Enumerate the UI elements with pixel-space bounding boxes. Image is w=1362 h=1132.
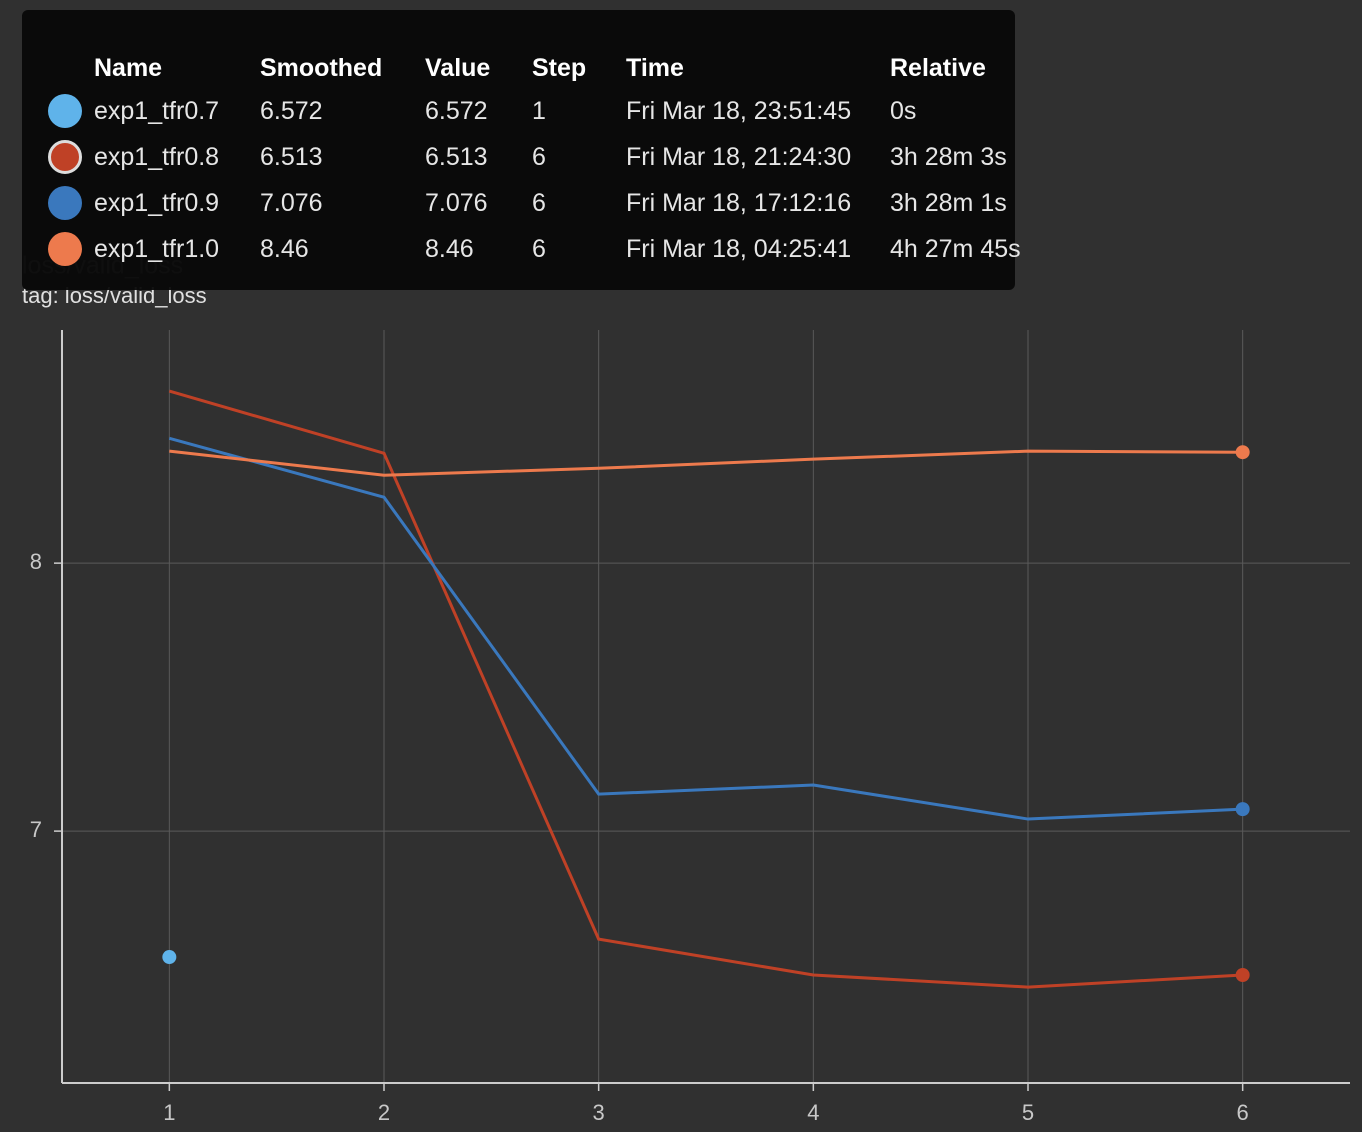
cell: exp1_tfr0.9 <box>94 188 220 217</box>
cell: 3h 28m 3s <box>890 142 1007 171</box>
tooltip: Name Smoothed Value Step Time Relative exp1_tf… <box>22 10 1021 290</box>
column-header: Relative <box>890 53 986 82</box>
cell: Fri Mar 18, 23:51:45 <box>626 96 852 125</box>
x-tick-label: 3 <box>593 1100 605 1125</box>
cell: 3h 28m 1s <box>890 188 1007 217</box>
x-tick-label: 4 <box>807 1100 819 1125</box>
last-point <box>1235 445 1250 460</box>
series-swatch <box>48 186 82 220</box>
last-point <box>162 950 177 965</box>
last-point <box>1235 968 1250 983</box>
series-line <box>168 389 1243 989</box>
color-cell <box>48 180 94 226</box>
x-tick-label: 5 <box>1022 1100 1034 1125</box>
y-tick-label: 7 <box>30 817 42 842</box>
color-cell <box>48 88 94 134</box>
cell: 6 <box>532 188 546 217</box>
header-row: Name Smoothed Value Step Time Relative <box>48 48 1042 88</box>
cell: 6 <box>532 234 546 263</box>
x-tick-label: 1 <box>163 1100 175 1125</box>
series-swatch <box>48 140 82 174</box>
column-header: Value <box>425 53 491 82</box>
series-swatch <box>48 232 82 266</box>
cell: 4h 27m 45s <box>890 234 1021 263</box>
cell: 0s <box>890 96 917 125</box>
cell: 6.513 <box>260 142 323 171</box>
cell: 7.076 <box>425 188 488 217</box>
cell: 7.076 <box>260 188 323 217</box>
tooltip-row: exp1_tfr0.8 6.513 6.513 6 Fri Mar 18, 21:24:… <box>48 134 1042 180</box>
cell: Fri Mar 18, 04:25:41 <box>626 234 852 263</box>
cell: 6.513 <box>425 142 488 171</box>
cell: 8.46 <box>260 234 309 263</box>
cell: exp1_tfr0.7 <box>94 96 220 125</box>
series-line <box>168 436 1243 821</box>
tooltip-row: exp1_tfr1.0 8.46 8.46 6 Fri Mar 18, 04:25:41… <box>48 226 1042 272</box>
cell: 6.572 <box>425 96 488 125</box>
tooltip-row: exp1_tfr0.7 6.572 6.572 1 Fri Mar 18, 23:51:… <box>48 88 1042 134</box>
color-header <box>48 48 94 88</box>
column-header: Smoothed <box>260 53 383 82</box>
color-cell <box>48 226 94 272</box>
last-point <box>1235 802 1250 817</box>
column-header: Name <box>94 53 163 82</box>
y-tick-label: 8 <box>30 549 42 574</box>
color-cell <box>48 134 94 180</box>
column-header: Time <box>626 53 684 82</box>
series-line <box>169 449 1243 477</box>
cell: 6 <box>532 142 546 171</box>
tooltip-row: exp1_tfr0.9 7.076 7.076 6 Fri Mar 18, 17:12:… <box>48 180 1042 226</box>
cell: Fri Mar 18, 21:24:30 <box>626 142 852 171</box>
x-tick-label: 6 <box>1237 1100 1249 1125</box>
cell: 6.572 <box>260 96 323 125</box>
column-header: Step <box>532 53 587 82</box>
cell: exp1_tfr0.8 <box>94 142 220 171</box>
cell: 8.46 <box>425 234 474 263</box>
tooltip-table: Name Smoothed Value Step Time Relative exp1_tf… <box>48 48 1042 272</box>
cell: exp1_tfr1.0 <box>94 234 220 263</box>
cell: 1 <box>532 96 546 125</box>
cell: Fri Mar 18, 17:12:16 <box>626 188 852 217</box>
series-swatch <box>48 94 82 128</box>
x-tick-label: 2 <box>378 1100 390 1125</box>
